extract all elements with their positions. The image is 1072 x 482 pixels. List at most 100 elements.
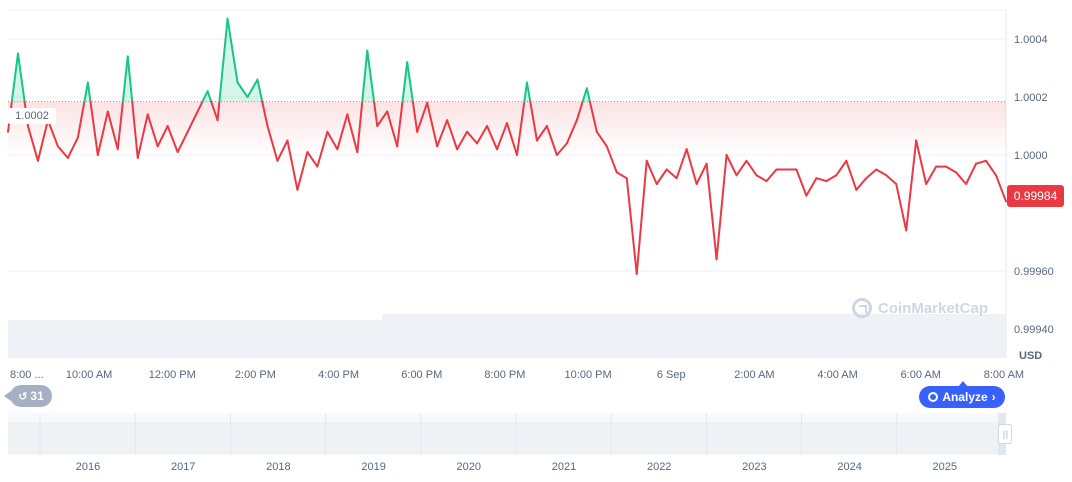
x-tick-label-5: 6:00 PM: [401, 369, 442, 381]
price-segment-26: [266, 125, 279, 162]
price-segment-96: [965, 162, 978, 185]
price-segment-88: [885, 174, 898, 185]
price-segment-2: [26, 125, 39, 162]
price-segment-1a: [16, 52, 26, 103]
y-tick-label-4: 0.99940: [1014, 324, 1054, 336]
price-segment-72: [725, 154, 738, 177]
price-segment-53: [535, 125, 548, 142]
price-segment-91: [915, 139, 928, 185]
price-segment-58a: [585, 87, 591, 103]
price-segment-68: [685, 148, 698, 185]
price-segment-99: [995, 174, 1007, 203]
reference-price-label: 1.0002: [15, 110, 49, 122]
price-segment-94: [945, 165, 958, 174]
x-tick-label-12: 8:00 AM: [984, 369, 1024, 381]
price-segment-57a: [575, 100, 584, 122]
price-segment-48: [486, 125, 499, 151]
price-segment-97: [975, 159, 988, 165]
price-segment-46: [466, 130, 479, 145]
price-segment-8a: [86, 81, 92, 103]
price-segment-57b: [581, 87, 588, 103]
price-segment-75: [755, 174, 768, 183]
coinmarketcap-logo-icon: [852, 298, 872, 318]
price-segment-87: [875, 168, 888, 177]
price-segment-67: [675, 148, 688, 180]
price-segment-25a: [256, 78, 264, 103]
navigator-year-2023: 2023: [742, 461, 766, 473]
x-tick-label-8: 6 Sep: [657, 369, 686, 381]
price-segment-60: [605, 145, 618, 174]
navigator-year-2016: 2016: [76, 461, 100, 473]
price-segment-33: [336, 113, 349, 151]
current-price-tag: 0.99984: [1007, 185, 1064, 207]
y-axis: 1.0004 1.0002 1.0000 0.99960 0.99940: [1014, 34, 1054, 336]
price-segment-63: [635, 159, 648, 275]
price-segment-44: [446, 119, 459, 151]
price-segment-15: [156, 125, 169, 148]
price-segment-28: [286, 139, 299, 191]
time-navigator[interactable]: 2016 2017 2018 2019 2020 2021 2022 2023 2024 2025: [8, 413, 1006, 473]
x-tick-label-7: 10:00 PM: [565, 369, 612, 381]
price-segment-45: [456, 130, 469, 151]
price-segment-20a: [206, 90, 213, 103]
navigator-year-2025: 2025: [933, 461, 957, 473]
watermark-text: CoinMarketCap: [878, 299, 989, 317]
price-segment-7b: [83, 81, 89, 103]
price-segment-7a: [76, 100, 86, 139]
price-segment-6: [66, 136, 79, 159]
price-segment-95: [955, 171, 968, 185]
price-segment-83: [835, 159, 848, 177]
price-segment-0b: [10, 52, 19, 103]
navigator-handle[interactable]: | |: [998, 424, 1012, 444]
price-segment-81: [815, 177, 828, 183]
price-segment-58b: [588, 100, 598, 133]
price-segment-16: [166, 125, 179, 154]
navigator-year-2017: 2017: [171, 461, 195, 473]
price-segment-71: [715, 154, 728, 261]
price-segment-50: [506, 122, 518, 156]
analyze-button[interactable]: Analyze ›: [919, 381, 1005, 408]
price-segment-34: [346, 113, 359, 154]
navigator-year-2019: 2019: [361, 461, 385, 473]
price-segment-29: [296, 151, 309, 191]
x-tick-label-11: 6:00 AM: [901, 369, 941, 381]
price-segment-11b: [121, 55, 129, 103]
price-segment-36b: [373, 100, 379, 127]
navigator-history-area: [8, 422, 1006, 454]
price-segment-39b: [401, 61, 409, 103]
price-segment-23: [236, 81, 249, 98]
price-segment-8b: [89, 100, 99, 156]
price-segment-32: [326, 130, 339, 151]
currency-label: USD: [1019, 350, 1042, 362]
current-price-label: 0.99984: [1013, 189, 1058, 203]
price-segment-39a: [396, 100, 404, 148]
price-segment-79: [795, 168, 808, 197]
price-segment-21b: [218, 17, 229, 103]
price-segment-13: [136, 113, 149, 159]
price-segment-66: [665, 168, 678, 180]
price-segment-47: [476, 125, 489, 145]
below-reference-fill: [8, 101, 1006, 157]
reference-price-tag: 1.0002: [8, 108, 56, 124]
price-segment-65: [655, 168, 668, 185]
price-segment-9: [96, 110, 109, 156]
price-segment-84: [845, 159, 858, 191]
history-button[interactable]: ↺ 31: [4, 385, 52, 407]
price-line[interactable]: [7, 17, 1007, 275]
x-tick-label-4: 4:00 PM: [318, 369, 359, 381]
x-tick-label-9: 2:00 AM: [734, 369, 774, 381]
x-axis: 8:00 ... 10:00 AM 12:00 PM 2:00 PM 4:00 PM 6:…: [10, 369, 1024, 381]
chevron-right-icon: ›: [991, 390, 996, 404]
y-tick-label-1: 1.0002: [1014, 92, 1048, 104]
price-segment-18: [186, 110, 199, 133]
price-segment-19a: [196, 100, 204, 113]
volume-area: [8, 314, 1006, 358]
price-segment-76: [765, 168, 778, 183]
navigator-year-2020: 2020: [457, 461, 481, 473]
price-segment-85: [855, 177, 868, 191]
analyze-label: Analyze: [942, 390, 988, 404]
price-segment-40a: [406, 61, 414, 103]
price-segment-35a: [356, 100, 364, 154]
